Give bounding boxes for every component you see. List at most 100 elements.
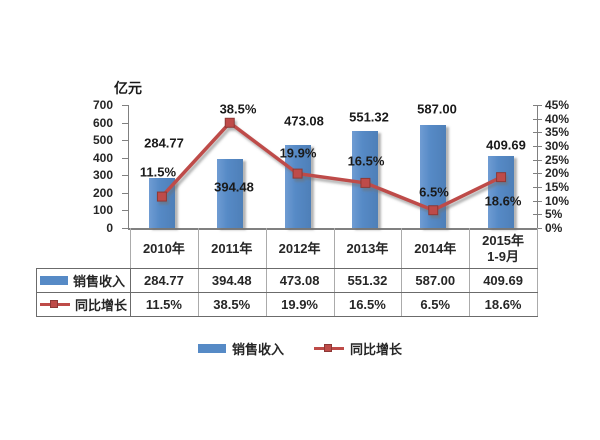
right-axis-tick xyxy=(533,214,542,216)
growth-value-label: 18.6% xyxy=(484,193,522,209)
growth-value-label: 16.5% xyxy=(347,153,385,169)
table-value-cell: 19.9% xyxy=(281,296,318,312)
right-axis-tick-label: 30% xyxy=(545,139,570,153)
right-axis-tick-label: 25% xyxy=(545,152,570,167)
right-axis-tick xyxy=(533,146,542,147)
left-axis-tick xyxy=(121,105,128,106)
growth-line-path xyxy=(160,120,502,213)
right-axis-tick xyxy=(533,159,542,161)
table-value-cell: 409.69 xyxy=(483,272,523,288)
table-column-separator xyxy=(469,228,471,316)
left-axis-tick-label: 600 xyxy=(92,115,113,130)
growth-value-label: 6.5% xyxy=(419,184,449,200)
table-value-cell: 473.08 xyxy=(279,272,320,288)
left-axis-tick xyxy=(121,228,128,229)
table-column-separator xyxy=(265,228,267,316)
right-axis-tick-label: 5% xyxy=(545,207,563,222)
left-axis-tick-label: 100 xyxy=(92,203,113,218)
table-column-separator xyxy=(197,228,199,316)
table-header-cell: 2014年 xyxy=(414,240,457,256)
table-value-cell: 16.5% xyxy=(348,296,386,312)
growth-marker-icon xyxy=(224,117,235,128)
table-row-header: 销售收入 xyxy=(37,269,129,291)
table-header-cell: 2013年 xyxy=(346,240,389,256)
revenue-bar xyxy=(420,124,447,228)
table-value-cell: 6.5% xyxy=(420,296,451,312)
table-header-cell: 2011年 xyxy=(211,240,253,256)
right-axis-tick xyxy=(533,105,542,106)
table-column-separator xyxy=(333,228,335,316)
bar-value-label: 587.00 xyxy=(417,101,457,117)
table-column-separator xyxy=(537,228,538,316)
right-axis-tick xyxy=(533,187,542,188)
right-axis-tick-label: 45% xyxy=(545,98,570,112)
right-axis-tick-label: 15% xyxy=(545,180,570,194)
bar-value-label: 409.69 xyxy=(486,137,526,153)
bar-value-label: 284.77 xyxy=(144,135,184,151)
table-row-label: 销售收入 xyxy=(73,273,126,289)
legend-item-sales: 销售收入 xyxy=(197,339,284,358)
table-value-cell: 587.00 xyxy=(415,272,456,288)
right-axis-tick-label: 35% xyxy=(545,125,570,140)
left-axis-tick xyxy=(121,210,128,212)
left-axis-tick xyxy=(121,157,128,159)
legend-item-growth: 同比增长 xyxy=(314,339,402,358)
right-axis-tick xyxy=(533,173,542,175)
left-axis-tick-label: 0 xyxy=(106,221,113,235)
table-value-cell: 284.77 xyxy=(144,272,184,288)
left-axis-tick xyxy=(121,192,128,194)
table-value-cell: 11.5% xyxy=(145,296,182,312)
left-axis-tick-label: 200 xyxy=(92,185,113,200)
right-axis-tick-label: 10% xyxy=(545,193,570,208)
table-value-cell: 18.6% xyxy=(484,296,522,312)
right-axis-tick xyxy=(533,200,542,202)
growth-value-label: 19.9% xyxy=(279,145,317,161)
left-axis-tick xyxy=(121,122,128,124)
table-column-separator xyxy=(401,228,403,316)
legend-key-column-border xyxy=(130,268,131,316)
bar-series-swatch-icon xyxy=(40,275,68,285)
right-axis-tick xyxy=(533,118,542,120)
table-value-cell: 38.5% xyxy=(213,296,251,312)
left-axis-tick-label: 300 xyxy=(92,168,113,183)
table-row-separator xyxy=(36,316,538,317)
legend-key-column-border xyxy=(36,268,37,316)
x-axis-line xyxy=(127,228,538,230)
table-row-header: 同比增长 xyxy=(37,293,129,315)
bar-series-swatch-icon xyxy=(197,343,226,353)
left-axis-tick-label: 500 xyxy=(92,133,113,148)
revenue-bar xyxy=(488,156,515,228)
growth-value-label: 11.5% xyxy=(139,164,177,180)
table-header-cell: 2012年 xyxy=(278,240,321,256)
table-value-cell: 394.48 xyxy=(211,272,252,288)
table-header-cell: 2010年 xyxy=(142,240,185,256)
right-axis-tick-label: 20% xyxy=(545,166,570,181)
left-axis-tick-label: 400 xyxy=(92,150,113,165)
growth-value-label: 38.5% xyxy=(219,101,257,117)
left-axis-tick-label: 700 xyxy=(92,98,113,112)
revenue-bar xyxy=(352,131,379,228)
chart-legend: 销售收入 同比增长 xyxy=(0,339,600,357)
bar-value-label: 394.48 xyxy=(214,179,254,195)
table-value-cell: 551.32 xyxy=(347,272,388,288)
line-series-swatch-icon xyxy=(314,343,344,353)
revenue-bar xyxy=(148,177,175,228)
table-row-separator xyxy=(36,268,538,269)
table-row-separator xyxy=(36,292,538,293)
line-series-swatch-icon xyxy=(40,299,70,309)
right-axis-tick xyxy=(533,132,542,134)
left-axis-tick xyxy=(121,175,128,177)
legend-label-growth: 同比增长 xyxy=(350,341,403,357)
left-axis-title: 亿元 xyxy=(114,80,142,96)
left-axis-tick xyxy=(121,140,128,142)
right-axis-tick-label: 0% xyxy=(545,221,563,235)
table-header-cell: 2015年 1-9月 xyxy=(482,232,525,264)
legend-label-sales: 销售收入 xyxy=(231,341,284,357)
right-axis-line xyxy=(537,105,538,228)
left-axis-line xyxy=(127,105,129,228)
bar-value-label: 551.32 xyxy=(349,109,389,125)
table-row-label: 同比增长 xyxy=(75,297,128,313)
bar-value-label: 473.08 xyxy=(284,113,324,129)
right-axis-tick-label: 40% xyxy=(545,111,570,126)
